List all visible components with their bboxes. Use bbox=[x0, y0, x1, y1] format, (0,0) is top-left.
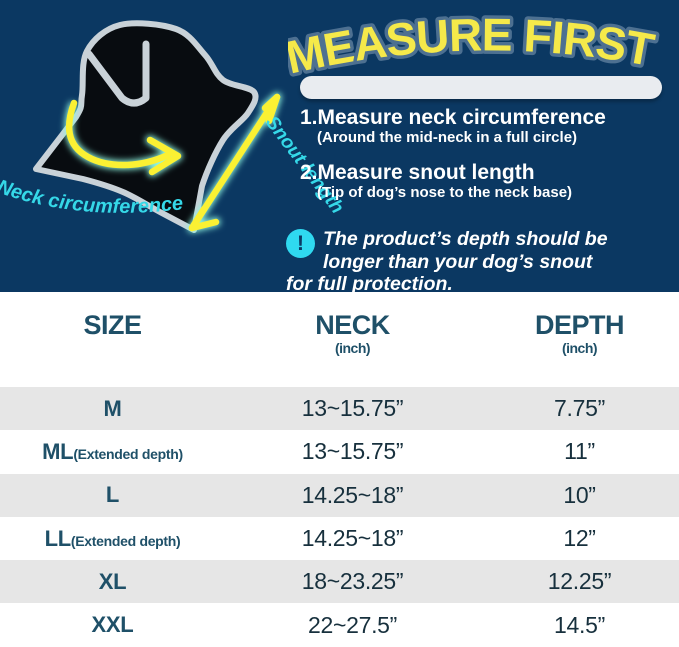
svg-text:MEASURE FIRST: MEASURE FIRST bbox=[288, 8, 658, 83]
